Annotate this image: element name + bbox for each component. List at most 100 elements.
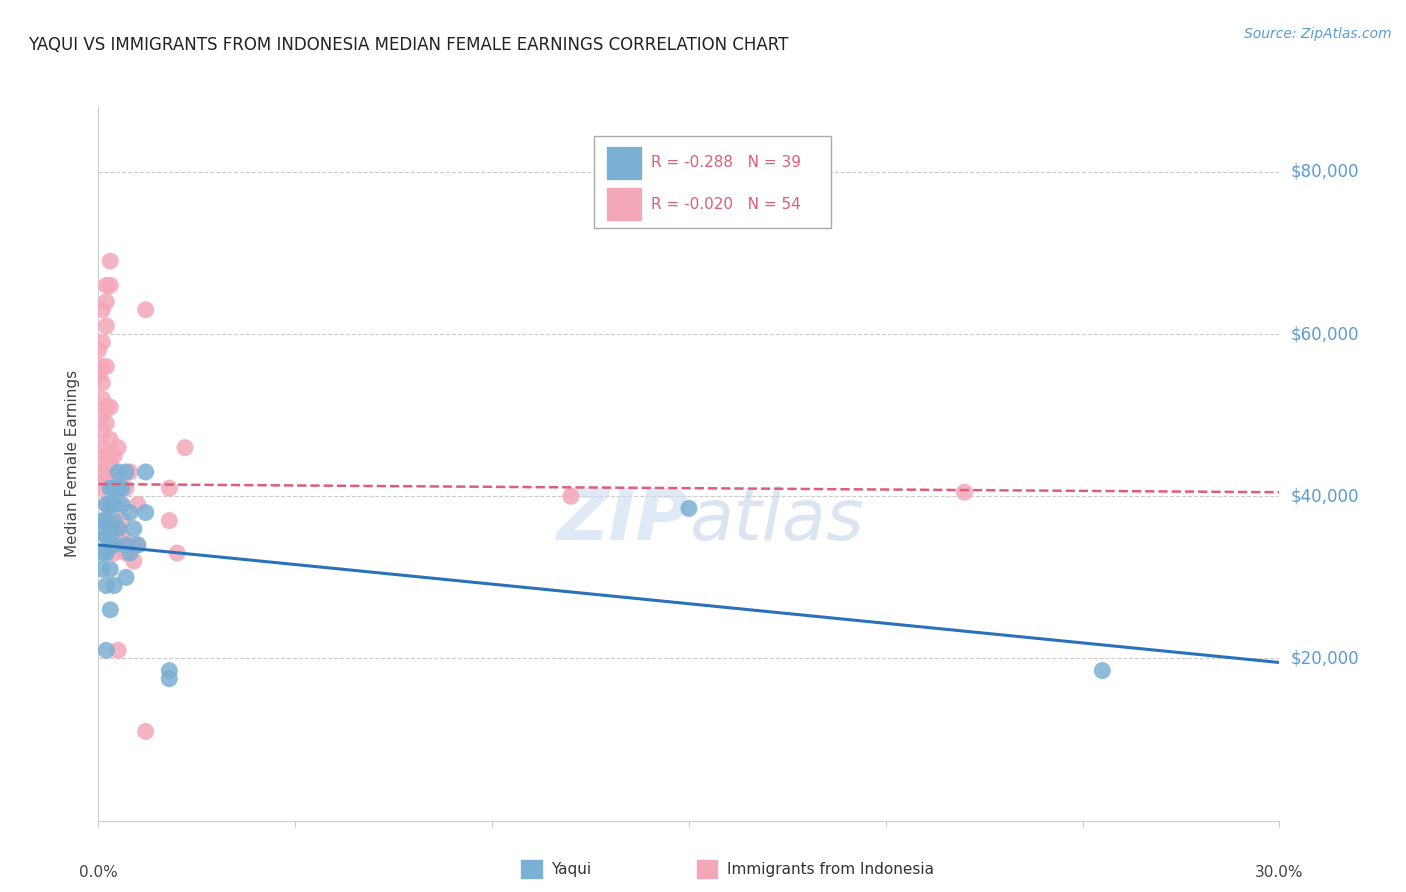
Point [157,664,180,678]
Point [127,538,149,552]
Point [1091,664,1114,678]
Point [91,514,114,528]
Text: R = -0.288   N = 39: R = -0.288 N = 39 [651,155,801,170]
Point [98,522,121,536]
Point [111,497,134,511]
Point [96,400,118,414]
Point [96,449,118,463]
Point [127,497,149,511]
Point [87,343,110,358]
Text: YAQUI VS IMMIGRANTS FROM INDONESIA MEDIAN FEMALE EARNINGS CORRELATION CHART: YAQUI VS IMMIGRANTS FROM INDONESIA MEDIA… [28,36,789,54]
Point [91,465,114,479]
Text: $80,000: $80,000 [1291,163,1360,181]
Point [122,522,145,536]
Point [103,578,125,592]
FancyBboxPatch shape [595,136,831,228]
Point [98,603,121,617]
Point [98,400,121,414]
Text: $40,000: $40,000 [1291,487,1360,505]
Point [953,485,976,500]
Point [111,530,134,544]
FancyBboxPatch shape [606,187,641,221]
Point [91,392,114,406]
Text: R = -0.020   N = 54: R = -0.020 N = 54 [651,196,801,211]
Point [157,514,180,528]
Point [96,497,118,511]
Point [91,359,114,374]
Point [96,359,118,374]
Text: atlas: atlas [689,486,863,556]
Text: 30.0%: 30.0% [1256,865,1303,880]
Text: Immigrants from Indonesia: Immigrants from Indonesia [727,863,934,877]
Point [98,254,121,268]
Point [107,522,129,536]
Point [96,473,118,487]
Text: $60,000: $60,000 [1291,325,1360,343]
Point [96,514,118,528]
Point [111,481,134,495]
Point [87,368,110,382]
Point [135,506,157,520]
Point [98,497,121,511]
Point [98,497,121,511]
Point [98,278,121,293]
Point [115,465,138,479]
Point [91,525,114,540]
Point [118,546,141,560]
Point [103,473,125,487]
Point [98,562,121,576]
Point [96,318,118,333]
Point [96,417,118,431]
Point [96,294,118,309]
Point [91,335,114,350]
Point [103,449,125,463]
Point [96,546,118,560]
Point [91,562,114,576]
Point [91,441,114,455]
Text: ZIP: ZIP [557,486,689,556]
Point [91,376,114,390]
Point [91,408,114,422]
Point [135,302,157,317]
Point [157,481,180,495]
Point [174,441,197,455]
Point [115,538,138,552]
Point [96,578,118,592]
Point [91,457,114,471]
Point [96,514,118,528]
Point [678,501,700,516]
Point [103,481,125,495]
Point [107,465,129,479]
Point [127,538,149,552]
Point [118,465,141,479]
Point [103,546,125,560]
Point [98,433,121,447]
Point [560,489,582,503]
Point [157,672,180,686]
Point [91,302,114,317]
Point [98,538,121,552]
Text: Source: ZipAtlas.com: Source: ZipAtlas.com [1244,27,1392,41]
Point [111,514,134,528]
Point [96,643,118,657]
Text: $20,000: $20,000 [1291,649,1360,667]
Point [135,724,157,739]
Point [107,522,129,536]
Point [103,522,125,536]
Point [107,481,129,495]
Point [91,546,114,560]
Point [118,506,141,520]
Point [103,538,125,552]
Point [98,481,121,495]
Point [115,546,138,560]
Point [96,530,118,544]
Point [91,481,114,495]
Point [118,538,141,552]
FancyBboxPatch shape [606,145,641,180]
Point [107,441,129,455]
Point [107,643,129,657]
Point [91,425,114,439]
Point [98,457,121,471]
Point [115,481,138,495]
Point [103,497,125,511]
